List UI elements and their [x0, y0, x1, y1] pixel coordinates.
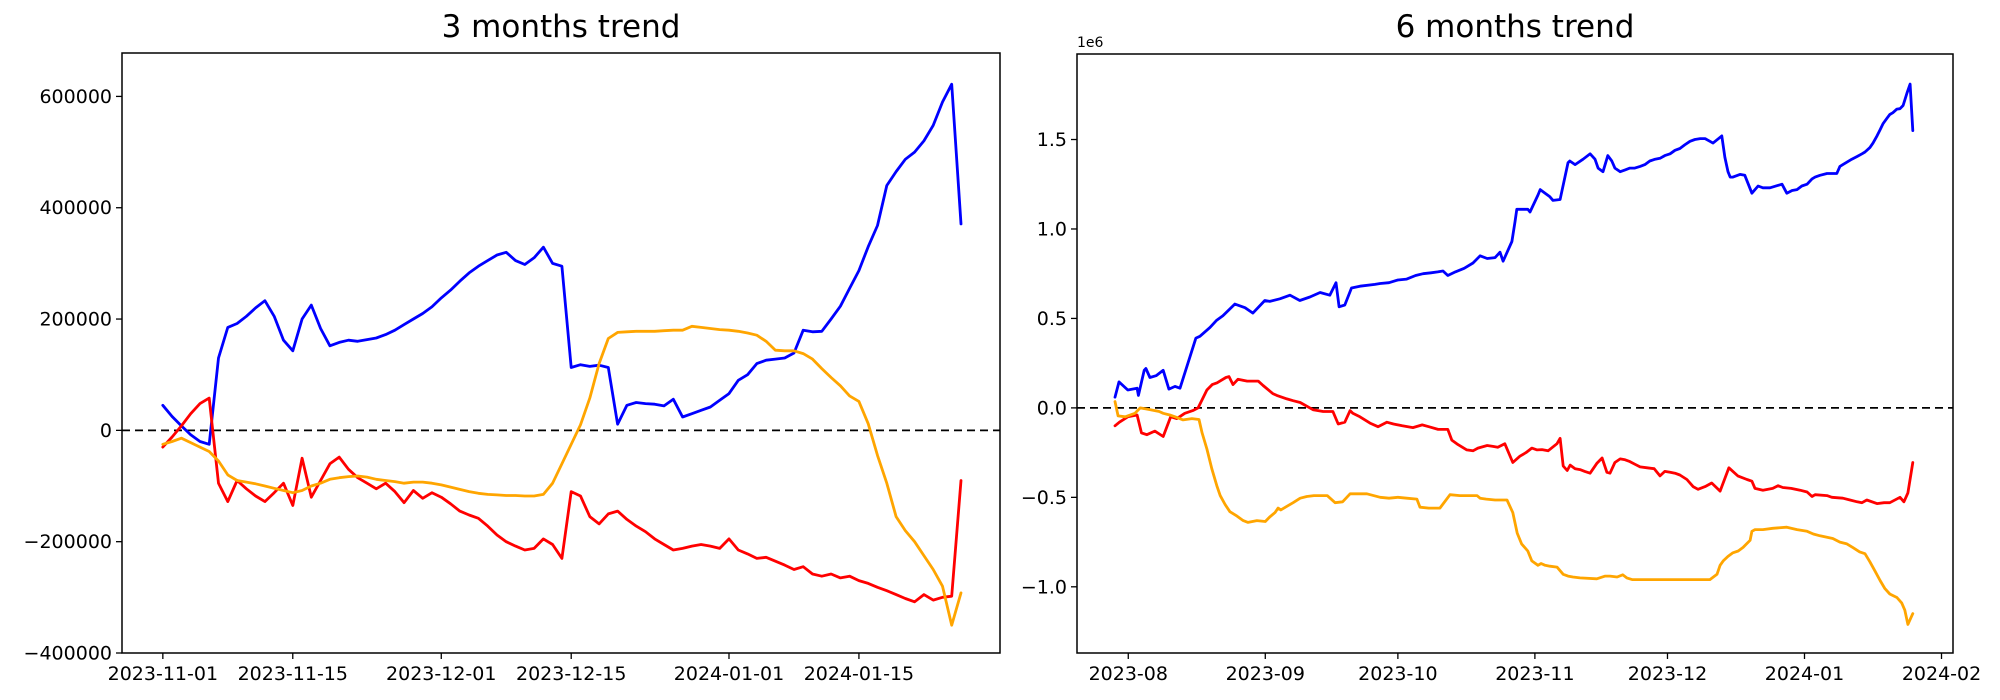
x-tick-label: 2024-01-01: [674, 663, 784, 685]
y-tick-label: 1.5: [1037, 129, 1067, 151]
x-tick-label: 2023-09: [1226, 663, 1305, 685]
series-line-orange: [1113, 400, 1915, 626]
x-tick-label: 2023-12-15: [516, 663, 626, 685]
y-tick-label: 600000: [39, 86, 112, 108]
series-line-orange: [161, 324, 963, 627]
chart-title-3-months-trend: 3 months trend: [441, 9, 681, 45]
x-tick-label: 2023-12-01: [386, 663, 496, 685]
x-tick-label: 2023-12: [1628, 663, 1707, 685]
y-axis-offset-label: 1e6: [1077, 35, 1104, 51]
y-tick-label: 200000: [39, 309, 112, 331]
y-tick-label: 0.0: [1037, 397, 1067, 419]
y-tick-label: −1.0: [1021, 576, 1067, 598]
y-tick-label: 1.0: [1037, 218, 1067, 240]
x-tick-label: 2023-10: [1358, 663, 1437, 685]
axes-spines: [121, 52, 1001, 654]
x-tick-label: 2024-01: [1765, 663, 1844, 685]
x-tick-label: 2024-02: [1902, 663, 1981, 685]
x-tick-label: 2023-11-01: [108, 663, 218, 685]
chart-title-6-months-trend: 6 months trend: [1395, 9, 1635, 45]
axes-spines: [1076, 53, 1954, 654]
y-tick-label: 0.5: [1037, 308, 1067, 330]
y-tick-label: −200000: [24, 531, 112, 553]
x-tick-label: 2023-11-15: [238, 663, 348, 685]
series-line-blue: [1113, 82, 1915, 399]
series-line-blue: [161, 82, 963, 446]
chart-1: 1.5 1.0 0.5 0.0 −0.5 −1.0 2023-08 2023-09 2023-1…: [1021, 35, 1981, 685]
x-tick-label: 2023-11: [1495, 663, 1574, 685]
series-line-red: [1113, 375, 1915, 506]
y-tick-label: −0.5: [1021, 487, 1067, 509]
chart-0: 6000004000002000000−200000−4000002023-11…: [24, 52, 1001, 685]
x-tick-label: 2023-08: [1089, 663, 1168, 685]
x-tick-label: 2024-01-15: [804, 663, 914, 685]
y-tick-label: 0: [100, 420, 112, 442]
y-tick-label: 400000: [39, 197, 112, 219]
y-tick-label: −400000: [24, 643, 112, 665]
series-line-red: [161, 396, 963, 604]
